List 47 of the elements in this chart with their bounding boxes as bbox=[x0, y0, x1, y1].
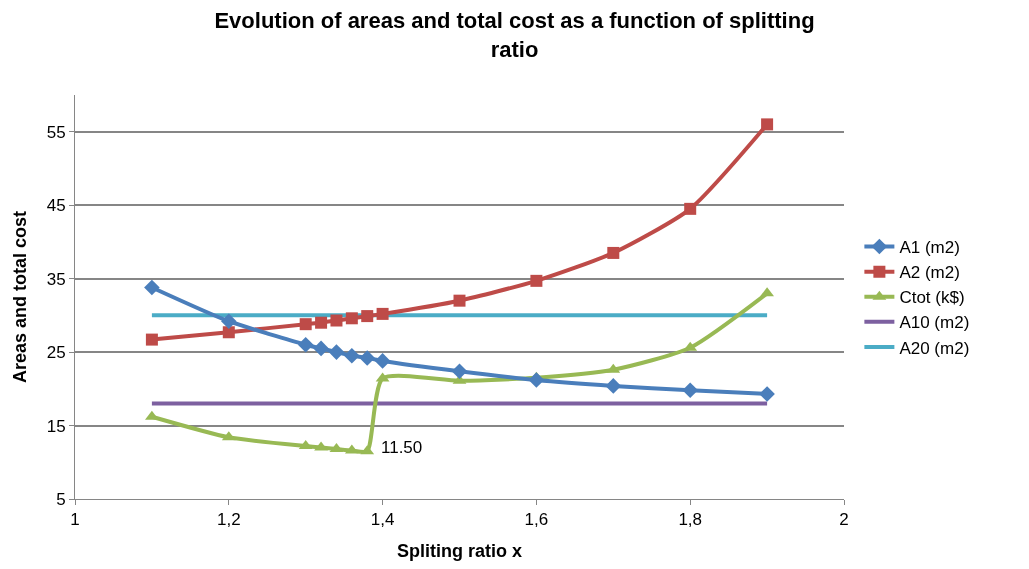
annotation: 11.50 bbox=[381, 438, 423, 457]
point bbox=[759, 386, 775, 402]
legend-label: Ctot (k$) bbox=[899, 288, 965, 308]
point bbox=[359, 350, 376, 366]
point bbox=[344, 347, 360, 364]
y-tick-label: 55 bbox=[46, 122, 66, 142]
point bbox=[313, 340, 329, 357]
point bbox=[451, 363, 468, 379]
x-tick-label: 1,6 bbox=[524, 510, 549, 530]
x-tick-label: 2 bbox=[839, 510, 849, 530]
y-tick-label: 5 bbox=[56, 489, 66, 509]
y-tick-label: 35 bbox=[46, 269, 66, 289]
x-tick-label: 1,8 bbox=[678, 510, 703, 530]
point bbox=[453, 294, 466, 307]
y-tick-label: 25 bbox=[46, 343, 66, 363]
point bbox=[299, 318, 312, 331]
point bbox=[330, 314, 343, 327]
y-tick-label: 15 bbox=[46, 416, 66, 436]
point bbox=[684, 202, 697, 215]
point bbox=[222, 326, 235, 339]
point bbox=[530, 274, 543, 287]
point bbox=[761, 118, 774, 131]
x-tick-label: 1,2 bbox=[216, 510, 241, 530]
point bbox=[607, 246, 620, 259]
y-tick-label: 45 bbox=[46, 196, 66, 216]
point bbox=[374, 353, 391, 369]
point bbox=[361, 310, 374, 323]
legend-label: A1 (m2) bbox=[899, 238, 960, 258]
point bbox=[528, 372, 545, 388]
x-axis-title: Spliting ratio x bbox=[396, 540, 523, 561]
point bbox=[145, 333, 158, 346]
legend-label: A10 (m2) bbox=[899, 313, 970, 333]
legend-label: A2 (m2) bbox=[899, 263, 960, 283]
point bbox=[376, 307, 389, 320]
point bbox=[144, 279, 160, 296]
x-tick-label: 1 bbox=[70, 510, 80, 530]
x-tick-label: 1,4 bbox=[370, 510, 395, 530]
point bbox=[221, 313, 237, 330]
point bbox=[315, 316, 328, 329]
point bbox=[682, 382, 698, 399]
point bbox=[605, 378, 622, 394]
y-axis-title: Areas and total cost bbox=[9, 210, 30, 384]
point bbox=[345, 312, 358, 325]
chart-title: Evolution of areas and total cost as a function of splitting ratio bbox=[214, 8, 815, 63]
legend-label: A20 (m2) bbox=[899, 338, 970, 358]
point bbox=[328, 344, 345, 360]
point bbox=[297, 336, 314, 353]
